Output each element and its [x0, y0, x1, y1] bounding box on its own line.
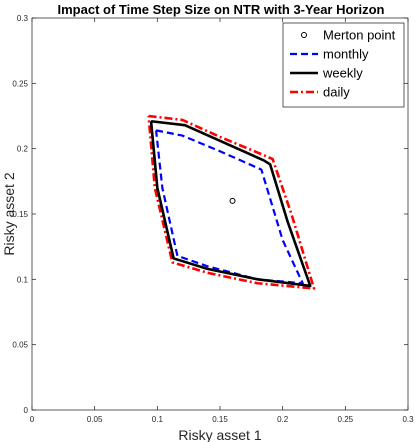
y-tick-label: 0.25 — [12, 79, 28, 88]
legend-merton-point-label: Merton point — [323, 28, 396, 43]
x-tick-label: 0.1 — [152, 415, 164, 424]
daily-series-line — [147, 114, 316, 290]
x-axis-ticks: 0 0.05 0.1 0.15 0.2 0.25 0.3 — [30, 18, 414, 424]
y-tick-label: 0.3 — [17, 14, 29, 23]
legend-monthly-label: monthly — [323, 47, 369, 62]
legend-weekly-label: weekly — [322, 66, 363, 81]
legend-items: Merton point monthly weekly daily — [290, 28, 396, 100]
y-axis-ticks: 0 0.05 0.1 0.15 0.2 0.25 0.3 — [12, 14, 408, 415]
x-tick-label: 0.05 — [87, 415, 103, 424]
series-layer — [147, 114, 316, 290]
y-tick-label: 0 — [24, 406, 29, 415]
legend: Merton point monthly weekly daily — [282, 22, 405, 108]
x-tick-label: 0.15 — [212, 415, 228, 424]
x-tick-label: 0.3 — [402, 415, 414, 424]
merton-point-marker — [229, 197, 236, 204]
y-tick-label: 0.2 — [17, 145, 29, 154]
y-tick-label: 0.05 — [12, 341, 28, 350]
y-axis-label: Risky asset 2 — [1, 172, 17, 255]
legend-merton-point-symbol — [301, 32, 307, 38]
y-tick-label: 0.15 — [12, 210, 28, 219]
weekly-series-line — [149, 119, 312, 288]
x-axis-label: Risky asset 1 — [178, 427, 261, 442]
chart-title: Impact of Time Step Size on NTR with 3-Y… — [58, 2, 385, 17]
monthly-series-line — [154, 129, 304, 285]
x-tick-label: 0 — [30, 415, 35, 424]
legend-daily-label: daily — [323, 85, 350, 100]
x-tick-label: 0.25 — [338, 415, 354, 424]
x-tick-label: 0.2 — [277, 415, 289, 424]
y-tick-label: 0.1 — [17, 275, 29, 284]
